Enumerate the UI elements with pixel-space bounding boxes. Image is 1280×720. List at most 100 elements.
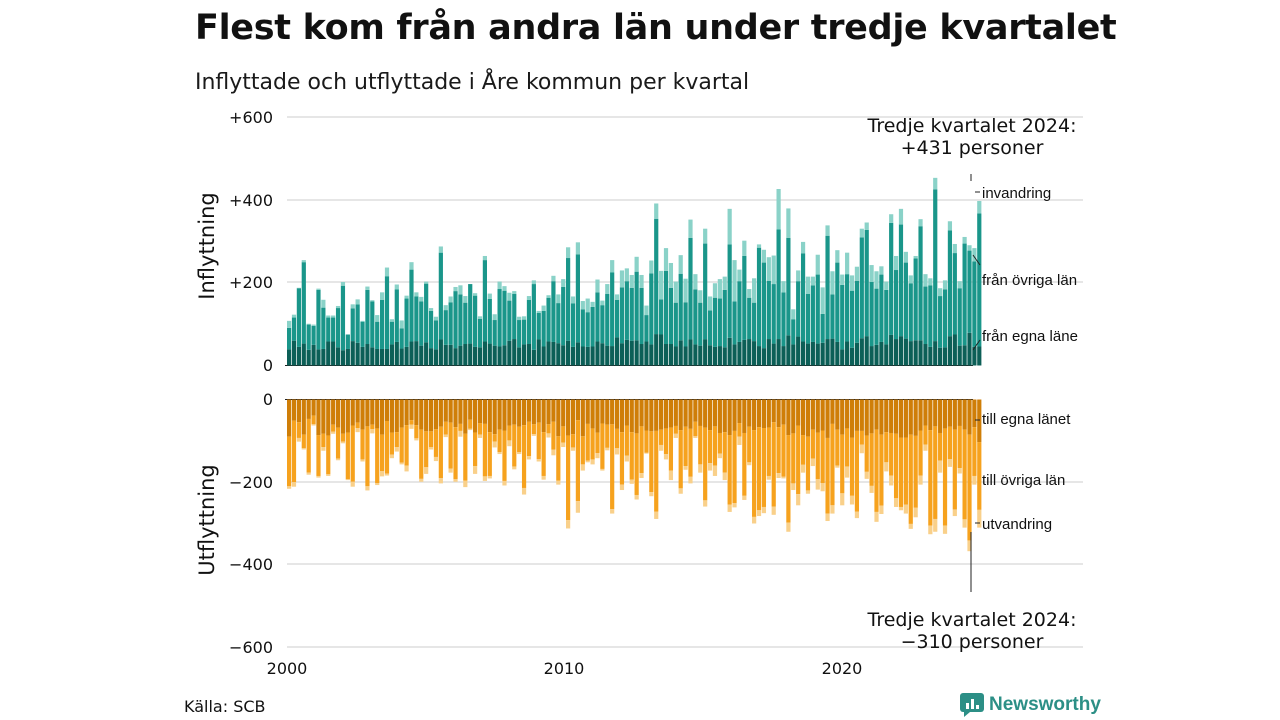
bar-in-other [752, 302, 757, 342]
bar-out-own [624, 399, 629, 426]
bar-out-other [468, 419, 473, 429]
bar-in-own [360, 346, 365, 366]
bar-in-other [889, 222, 894, 335]
brand-logo[interactable]: Newsworthy [960, 693, 1101, 717]
bar-out-emig [624, 455, 629, 462]
bar-in-other [619, 287, 625, 344]
bar-in-other [541, 310, 546, 347]
bar-out-emig [933, 518, 938, 532]
bar-out-own [796, 399, 801, 426]
bar-in-other [952, 253, 957, 335]
bar-out-own [688, 399, 693, 429]
bar-out-emig [654, 511, 659, 519]
bar-out-own [722, 399, 727, 433]
bar-out-emig [433, 456, 439, 462]
bar-out-own [419, 399, 424, 430]
bar-in-immig [967, 245, 972, 251]
bar-out-own [311, 399, 316, 416]
bar-in-own [370, 347, 375, 366]
bar-out-emig [629, 479, 634, 484]
bar-out-own [663, 399, 669, 429]
bar-in-own [502, 345, 507, 366]
annotation-text: −310 personer [901, 631, 1044, 653]
bar-out-emig [913, 507, 918, 518]
bar-out-own [928, 399, 933, 431]
bar-in-immig [404, 295, 409, 299]
bar-out-other [747, 426, 752, 463]
bar-out-emig [531, 434, 536, 436]
bar-out-emig [595, 453, 600, 459]
bar-out-own [605, 399, 610, 425]
bar-out-other [820, 430, 825, 483]
bar-in-own [380, 348, 385, 366]
bar-out-emig [874, 511, 879, 522]
bar-out-own [639, 399, 644, 427]
bar-out-other [830, 423, 835, 506]
bar-in-other [355, 304, 360, 343]
bar-in-immig [810, 276, 815, 286]
bar-out-other [698, 425, 703, 465]
bar-in-other [521, 319, 527, 345]
bar-out-emig [693, 436, 698, 438]
bar-in-own [340, 350, 346, 366]
bar-out-own [502, 399, 507, 431]
bar-out-other [864, 435, 869, 472]
bar-out-emig [947, 459, 953, 467]
bar-in-immig [419, 296, 424, 302]
bar-in-other [908, 283, 913, 342]
bar-out-own [654, 399, 659, 431]
bar-in-own [600, 343, 605, 366]
bar-in-immig [639, 274, 644, 288]
bar-out-own [590, 399, 595, 429]
series-label: till egna länet [982, 411, 1071, 428]
bar-out-emig [502, 480, 507, 486]
bar-in-immig [649, 260, 654, 274]
bar-in-own [487, 343, 492, 366]
bar-in-own [497, 346, 502, 366]
series-label: till övriga län [982, 472, 1065, 489]
bar-in-own [830, 338, 835, 366]
bar-out-other [678, 430, 683, 489]
bar-out-own [575, 399, 580, 421]
bar-out-emig [487, 475, 492, 479]
bar-out-other [654, 430, 659, 512]
bar-out-emig [448, 468, 453, 473]
bar-in-immig [903, 251, 908, 263]
bar-out-emig [849, 495, 855, 505]
bar-in-immig [840, 274, 845, 285]
bar-in-own [419, 345, 424, 366]
bar-out-own [800, 399, 806, 436]
bar-in-immig [942, 280, 948, 290]
bar-in-own [942, 347, 948, 366]
bar-out-emig [761, 506, 767, 514]
bar-out-own [840, 399, 845, 435]
bar-in-immig [365, 286, 370, 290]
bar-in-other [703, 243, 708, 340]
bar-out-own [913, 399, 918, 436]
bar-in-own [879, 341, 884, 366]
series-labels: invandring från övriga län från egna läne t… [982, 185, 1078, 533]
bar-out-other [296, 422, 301, 438]
bar-out-own [497, 399, 502, 430]
bar-out-emig [659, 444, 664, 451]
bar-out-own [433, 399, 439, 430]
bar-in-immig [414, 292, 419, 297]
bar-in-immig [747, 289, 752, 298]
bar-in-own [712, 346, 718, 366]
y-axis-title-inflow: Inflyttning [195, 192, 219, 299]
bar-in-immig [864, 222, 869, 230]
bar-out-other [644, 430, 649, 453]
bar-in-own [590, 346, 595, 366]
bar-in-own [492, 345, 497, 366]
bar-out-other [756, 427, 762, 511]
bar-out-other [433, 429, 439, 457]
bar-out-other [957, 425, 962, 469]
bar-out-emig [517, 451, 522, 455]
bar-out-own [884, 399, 889, 433]
bar-in-other [399, 328, 404, 349]
bar-out-other [938, 432, 943, 461]
bar-out-other [859, 430, 864, 445]
bar-out-other [526, 421, 532, 457]
bar-out-own [458, 399, 463, 424]
bar-in-own [561, 345, 566, 366]
